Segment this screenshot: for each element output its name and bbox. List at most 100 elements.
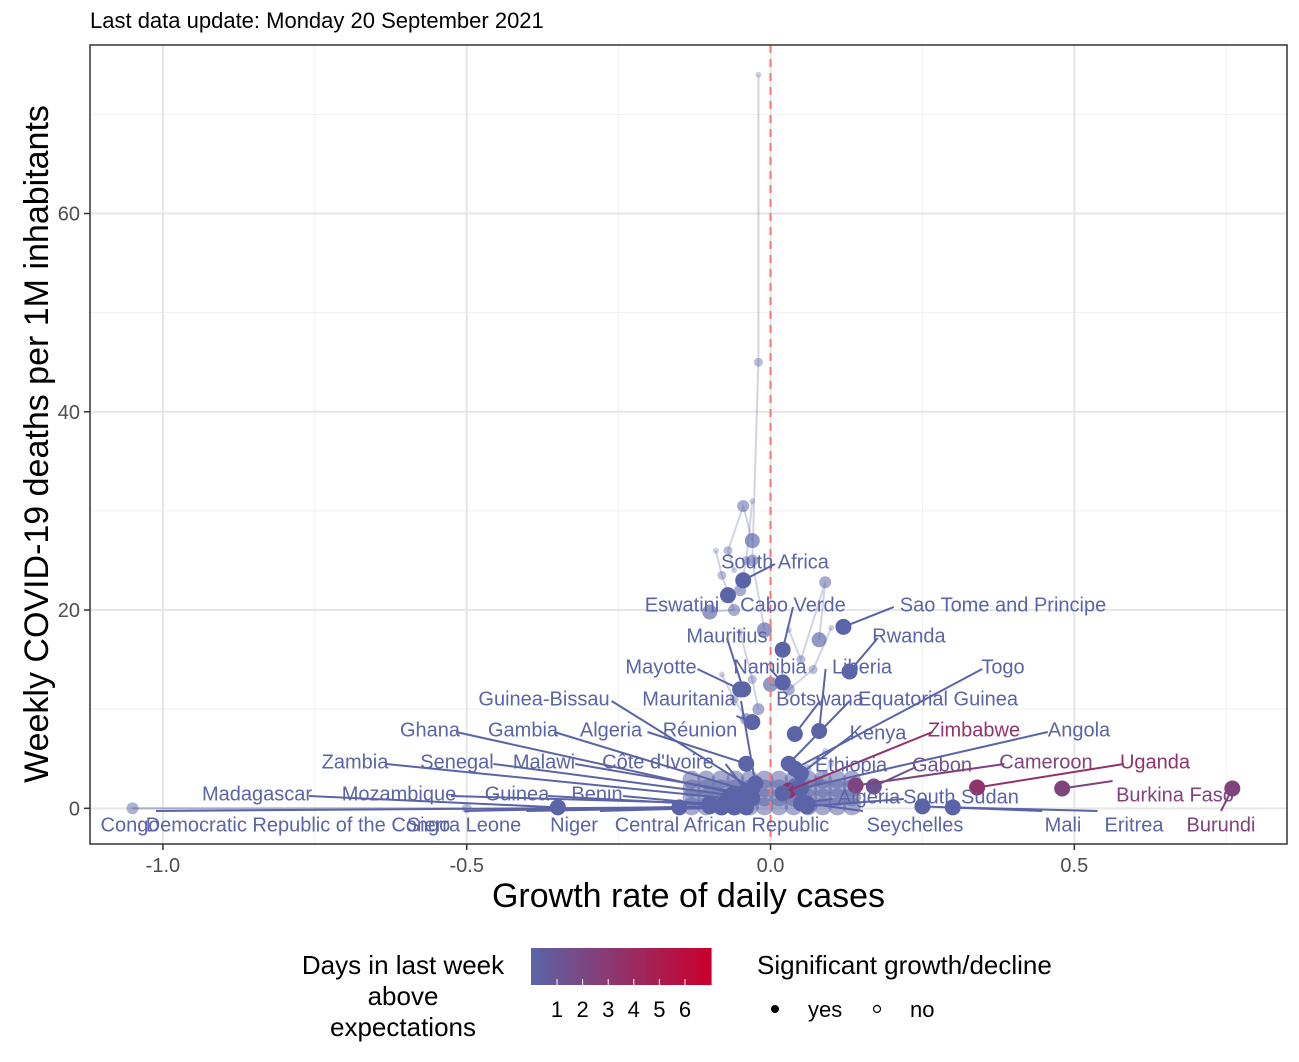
point-label: Uganda — [1120, 751, 1191, 773]
legend-gradient-step — [556, 948, 562, 985]
label-leader-line — [781, 766, 811, 795]
cluster-point — [770, 770, 789, 789]
label-leader-line — [721, 806, 747, 812]
point-label: Ghana — [400, 719, 461, 741]
x-axis-title: Growth rate of daily cases — [492, 877, 885, 915]
legend-gradient-step — [666, 948, 672, 985]
legend-gradient-step — [566, 948, 572, 985]
point-label: Central African Republic — [615, 814, 830, 836]
point-label: Togo — [981, 656, 1024, 678]
legend-color-title: Days in last week — [302, 950, 505, 980]
point-label: Namibia — [733, 656, 807, 678]
legend-gradient-label: 1 — [551, 997, 563, 1022]
trail-point — [752, 703, 765, 716]
panel-border — [89, 44, 1288, 845]
x-tick-label: -1.0 — [146, 855, 180, 877]
point-label: Mali — [1045, 814, 1082, 836]
label-leader-line — [848, 637, 879, 673]
x-tick-label: -0.5 — [449, 855, 483, 877]
label-leader-line — [976, 763, 1124, 789]
trail-line — [739, 631, 760, 710]
legend-hollow-dot-icon — [872, 1004, 882, 1014]
legend-gradient-step — [561, 948, 567, 985]
trail-point — [728, 604, 741, 617]
legend-gradient-label: 6 — [679, 997, 691, 1022]
label-leader-line — [464, 805, 710, 812]
legend-shape-title: Significant growth/decline — [757, 950, 1052, 980]
label-leader-line — [599, 806, 735, 812]
point-label: Guinea-Bissau — [478, 688, 609, 710]
label-leader-line — [575, 763, 747, 795]
trail-point — [737, 628, 744, 635]
label-leader-line — [386, 763, 729, 800]
legend-gradient-step — [571, 948, 577, 985]
point-label: Congo — [101, 814, 160, 836]
trail-point — [747, 674, 757, 684]
legend-gradient-step — [676, 948, 682, 985]
legend-gradient-step — [596, 948, 602, 985]
trail-point — [723, 546, 733, 556]
label-leader-line — [742, 563, 776, 582]
legend-gradient-step — [626, 948, 632, 985]
point-label: Botswana — [776, 688, 865, 710]
legend-gradient-label: 3 — [602, 997, 614, 1022]
trail-point — [753, 357, 763, 367]
legend-gradient-step — [696, 948, 702, 985]
legend-gradient-step — [536, 948, 542, 985]
point-label: Sierra Leone — [407, 814, 522, 836]
label-leader-line — [647, 731, 747, 765]
legend-color-title: expectations — [330, 1012, 476, 1042]
point-label: Liberia — [832, 656, 893, 678]
label-leader-line — [611, 700, 753, 790]
label-leader-line — [873, 766, 917, 788]
label-leader-line — [781, 606, 794, 650]
point-label: Mayotte — [625, 656, 696, 678]
legend-shape-label: yes — [808, 997, 842, 1022]
label-leader-line — [736, 715, 753, 724]
point-label: Mauritius — [686, 625, 767, 647]
point-label: Kenya — [850, 722, 908, 744]
point-label: South Sudan — [903, 786, 1019, 808]
label-leader-line — [788, 731, 933, 792]
point-label: Zimbabwe — [928, 719, 1020, 741]
trail-point — [712, 547, 719, 554]
legend-gradient-step — [631, 948, 637, 985]
legend-shape-label: no — [910, 997, 934, 1022]
legend-gradient-step — [551, 948, 557, 985]
point-label: Eritrea — [1105, 814, 1165, 836]
legend-gradient-step — [546, 948, 552, 985]
trail-point — [718, 671, 725, 678]
trail-point — [702, 604, 718, 620]
label-leader-line — [493, 763, 741, 798]
point-label: Benin — [571, 783, 622, 805]
label-leader-line — [794, 700, 821, 735]
point-label: Ethiopia — [815, 754, 888, 776]
x-tick-label: 0.5 — [1060, 855, 1088, 877]
legend-gradient-step — [701, 948, 707, 985]
trail-point — [763, 676, 779, 692]
trail-point — [828, 624, 835, 631]
axes: -1.0 -0.5 0.0 0.5 0 20 40 60 Growth rate of dail… — [18, 44, 1288, 915]
trail-point — [729, 694, 739, 704]
point-label: Senegal — [420, 751, 493, 773]
legend-gradient-step — [611, 948, 617, 985]
legend-gradient-step — [601, 948, 607, 985]
label-leader-line — [553, 731, 747, 792]
trail-point — [828, 760, 835, 767]
point-label: Madagascar — [202, 783, 312, 805]
point-label: Democratic Republic of the Congo — [146, 814, 451, 836]
y-axis-title: Weekly COVID-19 deaths per 1M inhabitant… — [18, 105, 56, 783]
label-leader-line — [952, 806, 1098, 812]
legend-gradient-label: 2 — [576, 997, 588, 1022]
label-leader-line — [855, 763, 1005, 787]
legend-gradient-step — [591, 948, 597, 985]
point-label: Burkina Faso — [1116, 784, 1234, 806]
label-leader-line — [1062, 780, 1113, 790]
point-label: Seychelles — [867, 814, 964, 836]
trail-point — [737, 499, 750, 512]
trail-point — [819, 576, 832, 589]
trail-line — [726, 502, 754, 571]
legend-gradient-step — [531, 948, 537, 985]
